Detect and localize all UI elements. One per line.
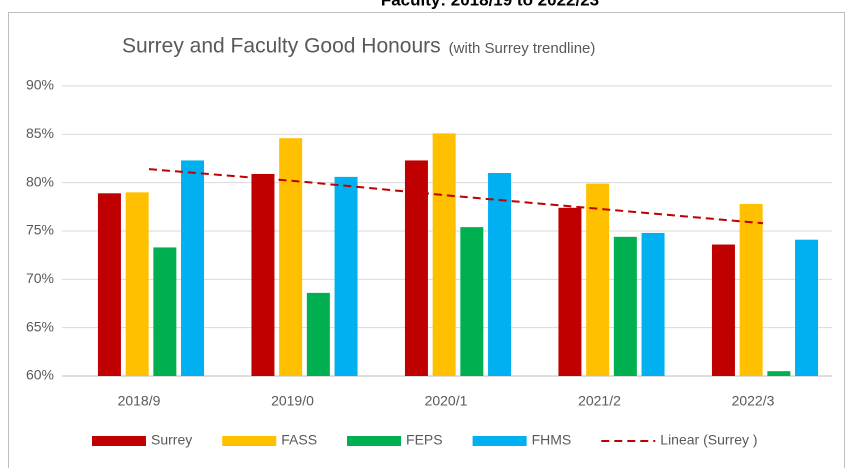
legend-swatch [472, 436, 527, 446]
trendline [148, 168, 764, 225]
y-tick-label: 90% [26, 77, 54, 93]
y-tick-label: 70% [26, 270, 54, 286]
y-tick-label: 80% [26, 173, 54, 189]
bar [432, 133, 456, 376]
y-tick-label: 85% [26, 125, 54, 141]
bar [711, 244, 735, 376]
bar [739, 203, 763, 376]
chart-title: Surrey and Faculty Good Honours [122, 35, 441, 58]
legend-swatch [92, 436, 146, 446]
y-tick-label: 65% [26, 318, 54, 334]
x-tick-label: 2019/0 [271, 393, 314, 409]
bar [641, 232, 665, 376]
bar [404, 160, 428, 376]
page-heading: Faculty: 2018/19 to 2022/23 [381, 0, 599, 9]
y-tick-label: 60% [26, 367, 54, 383]
x-tick-label: 2020/1 [425, 393, 468, 409]
bar [460, 227, 484, 376]
bar [488, 173, 512, 376]
bar [181, 160, 205, 376]
legend-label: Linear (Surrey ) [660, 432, 757, 448]
bar [306, 292, 330, 376]
legend-swatch [222, 436, 277, 446]
bar [251, 173, 275, 376]
y-tick-label: 75% [26, 222, 54, 238]
legend-label: FASS [281, 432, 317, 448]
bar [558, 207, 582, 376]
legend-label: FEPS [406, 432, 443, 448]
x-tick-label: 2021/2 [578, 393, 621, 409]
bar [125, 192, 149, 376]
chart-subtitle: (with Surrey trendline) [449, 40, 596, 57]
bar [279, 138, 303, 376]
bar [767, 371, 791, 376]
legend-swatch [347, 436, 402, 446]
bar [97, 193, 121, 376]
bar [795, 239, 819, 376]
chart-frame [8, 12, 845, 468]
bar [586, 183, 610, 376]
legend-label: Surrey [151, 432, 192, 448]
bar [334, 176, 358, 376]
bar [613, 236, 637, 376]
x-tick-label: 2022/3 [732, 393, 775, 409]
legend-label: FHMS [532, 432, 572, 448]
bar [153, 247, 177, 376]
x-tick-label: 2018/9 [118, 393, 161, 409]
